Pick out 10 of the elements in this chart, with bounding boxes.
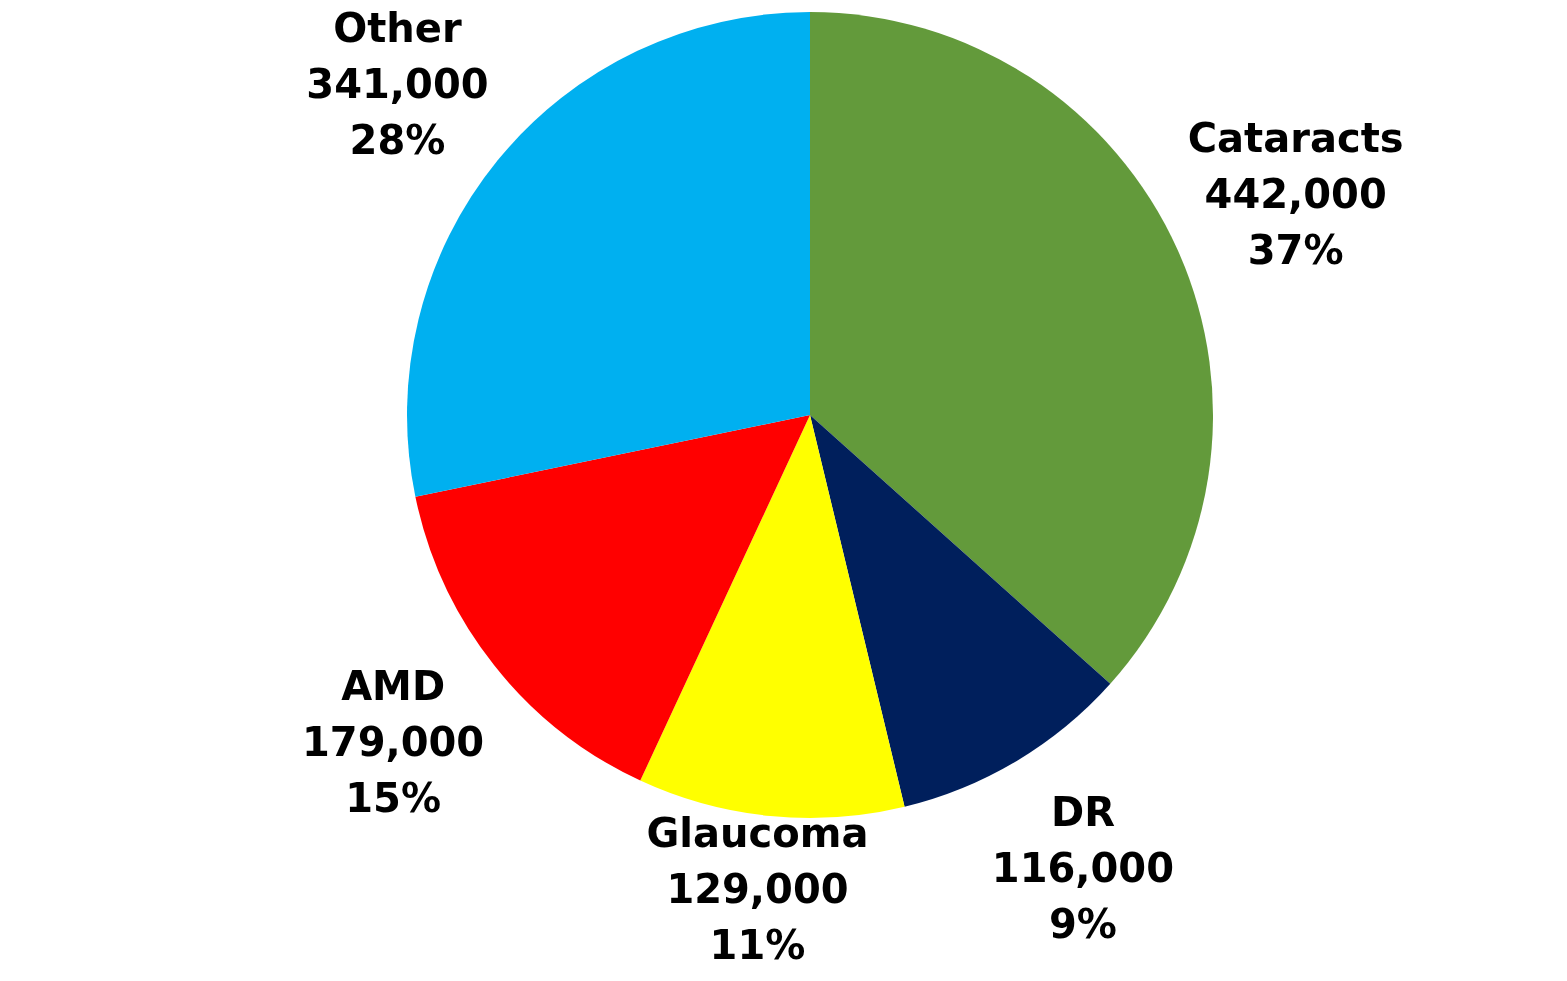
slice-label: Other — [333, 5, 462, 52]
slice-label: Glaucoma — [646, 810, 869, 857]
data-label: 179,000 15% — [302, 718, 485, 821]
slice-label: AMD — [341, 662, 446, 709]
data-label: 442,000 37% — [1204, 171, 1387, 274]
slice-label: DR — [1050, 788, 1115, 835]
data-label: 116,000 9% — [991, 844, 1175, 947]
slice-label: Cataracts — [1187, 115, 1404, 162]
data-label: 341,000 28% — [306, 61, 489, 164]
data-label: 129,000 11% — [666, 866, 849, 969]
